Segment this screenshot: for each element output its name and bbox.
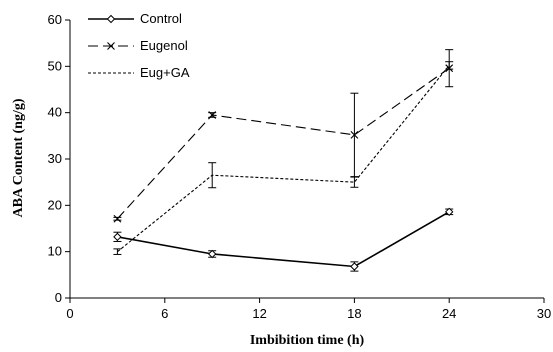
legend-label-eugenol: Eugenol: [140, 38, 188, 53]
x-tick-label: 24: [442, 306, 456, 321]
y-tick-label: 20: [48, 197, 62, 212]
x-axis-title: Imbibition time (h): [250, 333, 365, 348]
y-tick-label: 50: [48, 58, 62, 73]
y-tick-label: 0: [55, 290, 62, 305]
y-tick-label: 60: [48, 12, 62, 27]
x-tick-label: 18: [347, 306, 361, 321]
x-tick-label: 12: [252, 306, 266, 321]
legend-marker-control: [106, 14, 116, 24]
legend-marker-eugenol: [107, 42, 115, 50]
y-tick-label: 10: [48, 244, 62, 259]
data-point-control: [207, 249, 217, 259]
series-line-eug-ga: [117, 65, 450, 253]
data-point-eugenol: [113, 214, 122, 223]
x-tick-label: 6: [161, 306, 168, 321]
x-tick-label: 0: [66, 306, 73, 321]
y-axis-title: ABA Content (ng/g): [11, 98, 26, 217]
data-point-control: [350, 262, 359, 271]
y-tick-label: 40: [48, 105, 62, 120]
plot-area: 0 10 20 30 40 50 60 0 6 12 18 24 30 Control Eugenol Eug…: [48, 11, 552, 321]
data-point-control: [444, 207, 454, 217]
x-tick-label: 30: [537, 306, 551, 321]
series-line-control: [117, 211, 450, 268]
data-point-control: [113, 232, 122, 242]
y-tick-label: 30: [48, 151, 62, 166]
data-point-eugenol: [208, 111, 217, 119]
legend-label-control: Control: [140, 11, 182, 26]
legend-label-eug-ga: Eug+GA: [140, 65, 190, 80]
data-point-eugenol: [350, 131, 359, 139]
series-line-eugenol: [116, 67, 450, 220]
